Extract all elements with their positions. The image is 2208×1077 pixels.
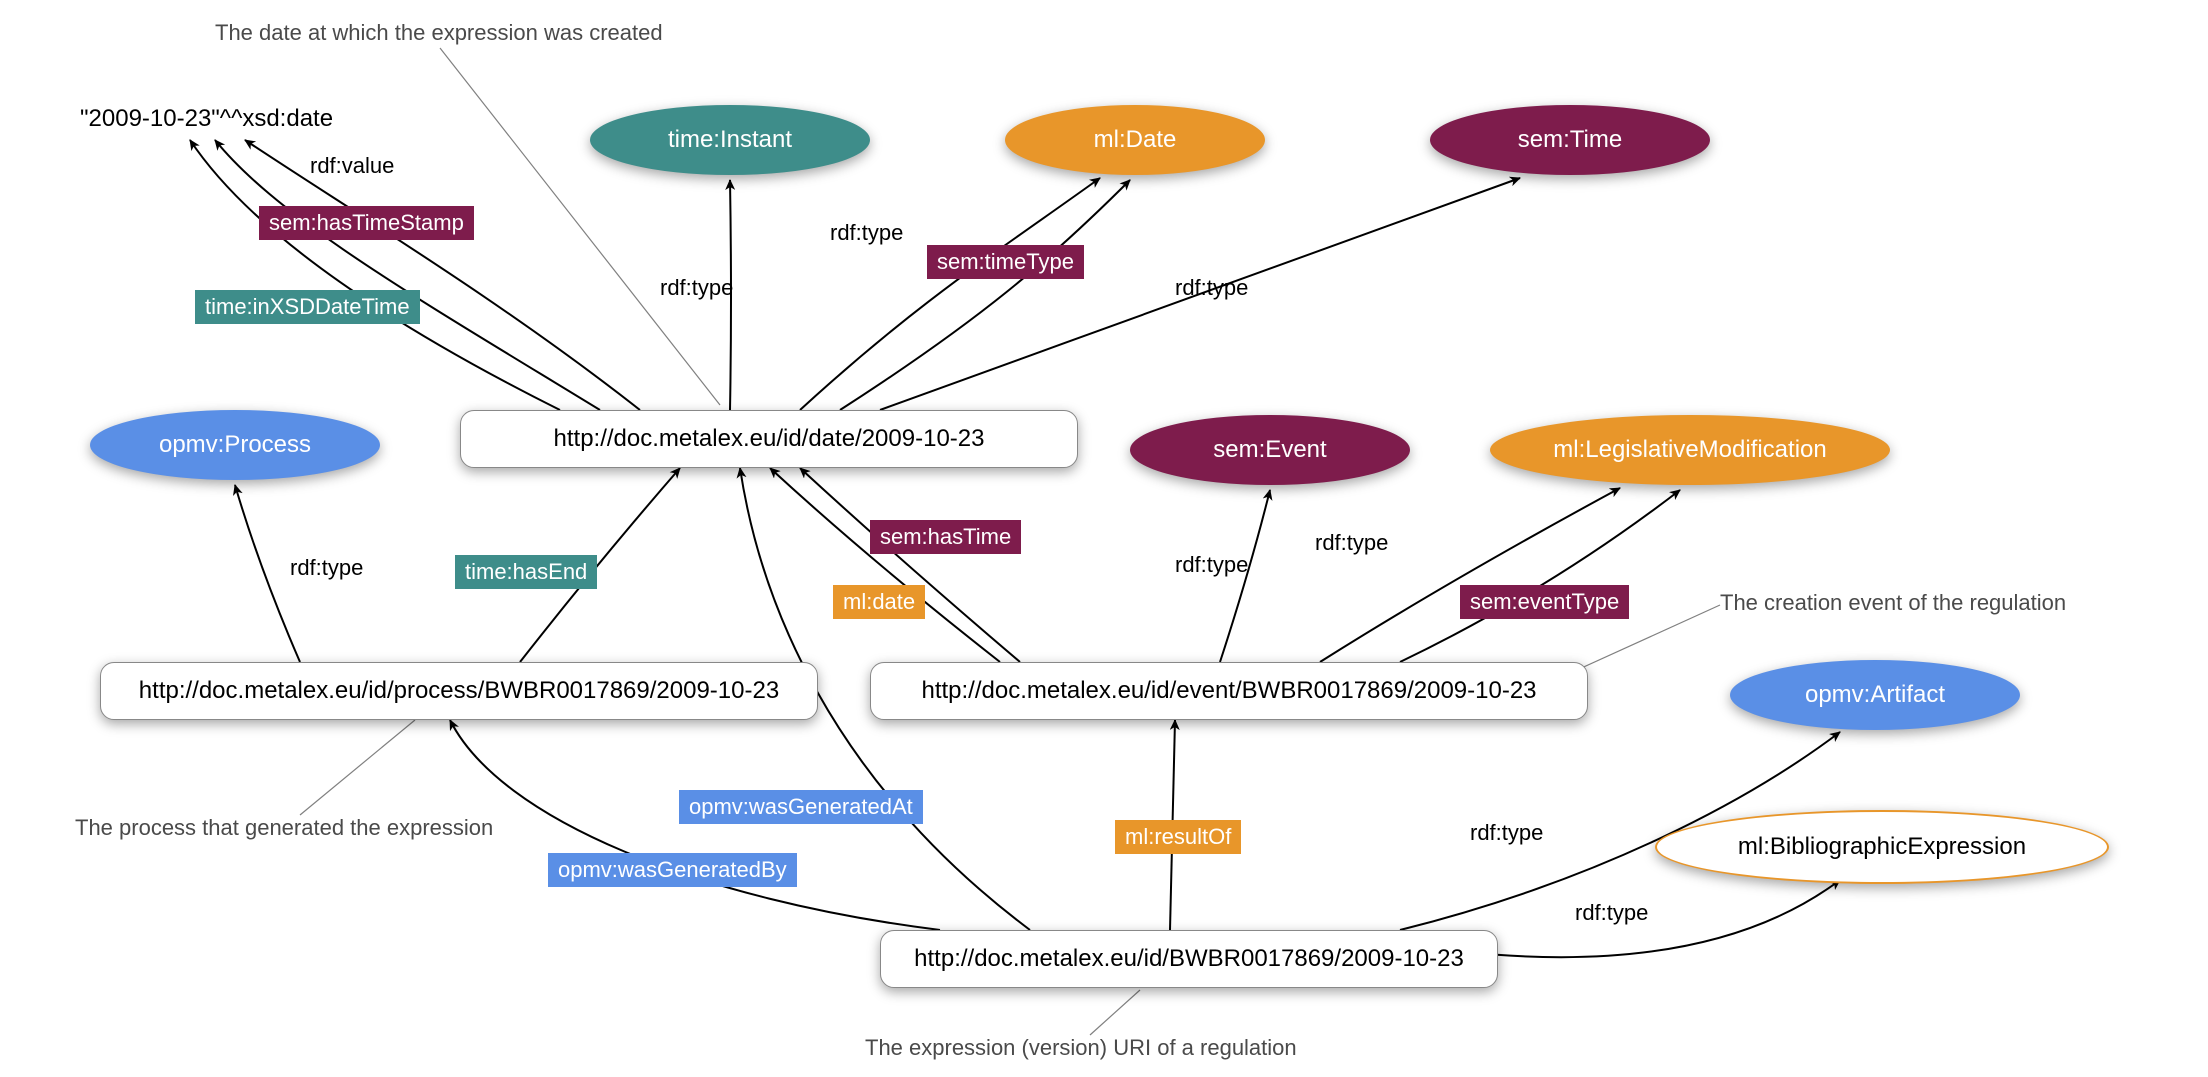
rect-event-node: http://doc.metalex.eu/id/event/BWBR00178… [870,662,1588,720]
annotation-1: The creation event of the regulation [1720,590,2066,616]
edge-19 [440,48,720,405]
edge-wasGeneratedBy [450,720,940,930]
ellipse-opmv-artifact: opmv:Artifact [1730,660,2020,730]
ellipse-label: opmv:Process [159,431,311,459]
literal-xsd-date: "2009-10-23"^^xsd:date [80,105,333,133]
rect-process-node: http://doc.metalex.eu/id/process/BWBR001… [100,662,818,720]
edge-label-4: rdf:type [290,555,363,581]
edge-label-1: rdf:type [660,275,733,301]
ellipse-label: ml:Date [1094,126,1177,154]
ellipse-label: opmv:Artifact [1805,681,1945,709]
edge-time:inXSD [190,140,560,410]
badge-opmv-wasgeneratedby: opmv:wasGeneratedBy [548,853,797,887]
badge-sem-timetype: sem:timeType [927,245,1084,279]
edge-label-8: rdf:type [1575,900,1648,926]
edge-label-6: rdf:type [1315,530,1388,556]
edge-12 [1320,488,1620,662]
edge-18 [1465,880,1840,957]
ellipse-opmv-process: opmv:Process [90,410,380,480]
edge-ml:date [770,468,1000,662]
rect-expr-node: http://doc.metalex.eu/id/BWBR0017869/200… [880,930,1498,988]
rect-label: http://doc.metalex.eu/id/event/BWBR00178… [921,677,1536,705]
edge-label-5: rdf:type [1175,552,1248,578]
badge-sem-hastime: sem:hasTime [870,520,1021,554]
rect-date-node: http://doc.metalex.eu/id/date/2009-10-23 [460,410,1078,468]
badge-sem-eventtype: sem:eventType [1460,585,1629,619]
edge-sem:timeType [840,180,1130,410]
edge-sem:hasTimeStamp [215,140,600,410]
edge-label-7: rdf:type [1470,820,1543,846]
ellipse-label: ml:LegislativeModification [1553,436,1826,464]
edge-sem:hasTime [800,468,1020,662]
badge-opmv-wasgeneratedat: opmv:wasGeneratedAt [679,790,923,824]
ellipse-label: time:Instant [668,126,792,154]
ellipse-label: sem:Time [1518,126,1622,154]
ellipse-ml-bibexpr: ml:BibliographicExpression [1655,810,2109,884]
badge-time-inxsddatetime: time:inXSDDateTime [195,290,420,324]
badge-sem-hastimestamp: sem:hasTimeStamp [259,206,474,240]
rect-label: http://doc.metalex.eu/id/process/BWBR001… [139,677,779,705]
ellipse-sem-time: sem:Time [1430,105,1710,175]
ellipse-ml-legmod: ml:LegislativeModification [1490,415,1890,485]
ellipse-sem-event: sem:Event [1130,415,1410,485]
ellipse-time-instant: time:Instant [590,105,870,175]
edge-label-3: rdf:type [1175,275,1248,301]
edge-label-2: rdf:type [830,220,903,246]
ellipse-ml-date: ml:Date [1005,105,1265,175]
edge-21 [300,720,415,815]
badge-time-hasend: time:hasEnd [455,555,597,589]
edge-label-0: rdf:value [310,153,394,179]
edge-sem:eventType [1400,490,1680,662]
rect-label: http://doc.metalex.eu/id/BWBR0017869/200… [914,945,1464,973]
rect-label: http://doc.metalex.eu/id/date/2009-10-23 [554,425,985,453]
annotation-0: The date at which the expression was cre… [215,20,663,46]
edge-1 [800,178,1100,410]
badge-ml-resultof: ml:resultOf [1115,820,1241,854]
ellipse-label: ml:BibliographicExpression [1738,833,2026,861]
badge-ml-date: ml:date [833,585,925,619]
edge-rdf:value [245,140,640,410]
ellipse-label: sem:Event [1213,436,1326,464]
edge-22 [1090,990,1140,1035]
annotation-3: The expression (version) URI of a regula… [865,1035,1297,1061]
annotation-2: The process that generated the expressio… [75,815,493,841]
